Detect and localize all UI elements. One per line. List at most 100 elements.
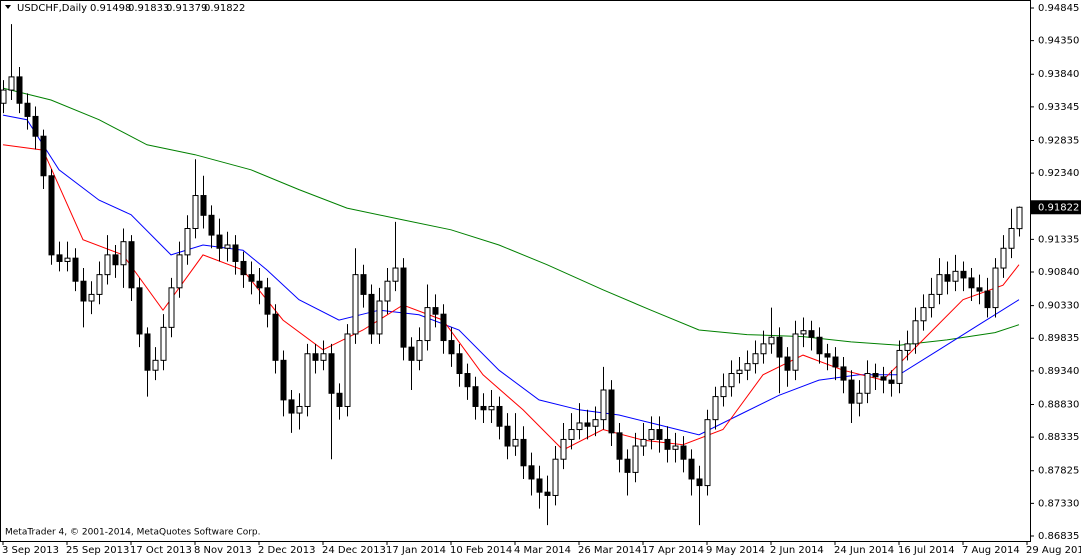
candle-body-up xyxy=(552,458,559,496)
candle-body-down xyxy=(360,274,367,295)
candle-body-up xyxy=(920,307,927,322)
candle-body-down xyxy=(616,432,623,460)
x-tick-label: 3 Sep 2013 xyxy=(2,545,59,556)
candle-body-up xyxy=(168,287,175,328)
y-tick-label: 0.87330 xyxy=(1038,498,1079,509)
candle-body-up xyxy=(0,89,7,104)
candle-body-up xyxy=(96,274,103,295)
candle-body-up xyxy=(304,353,311,407)
candle-body-down xyxy=(464,373,471,388)
candle-body-down xyxy=(80,280,87,302)
candle-body-down xyxy=(368,293,375,335)
candle-body-down xyxy=(136,287,143,335)
candle-body-down xyxy=(128,241,135,289)
candle-body-up xyxy=(992,267,999,309)
candle-body-up xyxy=(896,349,903,384)
candle-body-up xyxy=(600,389,607,421)
candle-body-down xyxy=(544,491,551,496)
candle-body-down xyxy=(504,425,511,447)
x-tick-label: 26 Mar 2014 xyxy=(578,545,641,556)
candle-body-up xyxy=(632,445,639,473)
y-tick-label: 0.86835 xyxy=(1038,531,1079,542)
candle-body-down xyxy=(960,270,967,279)
candle-body-up xyxy=(8,76,15,91)
y-tick-label: 0.91335 xyxy=(1038,234,1079,245)
candle-body-up xyxy=(928,293,935,309)
candle-body-up xyxy=(952,270,959,282)
candle-body-down xyxy=(688,458,695,480)
candle-body-down xyxy=(528,465,535,480)
candle-body-up xyxy=(376,300,383,335)
candle-body-down xyxy=(624,458,631,473)
candle-body-up xyxy=(720,386,727,398)
candle-body-down xyxy=(888,379,895,384)
x-tick-label: 2 Dec 2013 xyxy=(258,545,316,556)
candle-body-down xyxy=(208,214,215,236)
candle-body-down xyxy=(848,379,855,404)
candle-body-down xyxy=(440,313,447,342)
x-tick-label: 10 Feb 2014 xyxy=(450,545,512,556)
x-tick-label: 25 Sep 2013 xyxy=(66,545,129,556)
candle-body-down xyxy=(72,257,79,282)
candle-body-up xyxy=(568,429,575,440)
y-tick-label: 0.90840 xyxy=(1038,267,1079,278)
candle-body-down xyxy=(56,254,63,262)
candle-body-down xyxy=(480,405,487,411)
candle-body-down xyxy=(832,356,839,368)
candle-body-up xyxy=(224,244,231,249)
candle-body-down xyxy=(112,254,119,266)
candle-body-up xyxy=(728,373,735,388)
candle-body-up xyxy=(744,363,751,371)
price-marker xyxy=(1031,200,1081,215)
y-tick-label: 0.88830 xyxy=(1038,399,1079,410)
candle-body-down xyxy=(144,333,151,371)
candle-body-down xyxy=(16,76,23,104)
candle-body-up xyxy=(560,438,567,460)
y-tick-label: 0.93840 xyxy=(1038,69,1079,80)
y-tick-label: 0.92340 xyxy=(1038,168,1079,179)
ohlc-open: 0.91498 xyxy=(90,3,131,14)
candle-body-up xyxy=(120,241,127,266)
menu-arrow xyxy=(5,5,11,9)
candle-body-down xyxy=(808,330,815,338)
candle-body-down xyxy=(976,287,983,292)
candle-body-down xyxy=(496,405,503,427)
candle-body-up xyxy=(592,419,599,427)
candle-body-up xyxy=(88,293,95,302)
candle-body-down xyxy=(776,336,783,358)
candle-body-up xyxy=(640,438,647,447)
x-tick-label: 2 Jun 2014 xyxy=(770,545,824,556)
ohlc-high: 0.91833 xyxy=(128,3,169,14)
y-tick-label: 0.88335 xyxy=(1038,432,1079,443)
candle-body-up xyxy=(768,336,775,345)
candle-body-down xyxy=(32,115,39,137)
candle-body-up xyxy=(792,333,799,371)
candle-body-up xyxy=(392,267,399,282)
candle-body-down xyxy=(256,280,263,289)
candle-body-down xyxy=(840,366,847,381)
candle-body-down xyxy=(816,336,823,355)
candle-body-up xyxy=(704,419,711,487)
candle-body-up xyxy=(320,353,327,361)
candle-body-down xyxy=(944,274,951,282)
x-tick-label: 7 Aug 2014 xyxy=(962,545,1020,556)
candle-body-up xyxy=(64,257,71,262)
y-tick-label: 0.93345 xyxy=(1038,102,1079,113)
candle-body-down xyxy=(272,313,279,361)
y-tick-label: 0.89340 xyxy=(1038,366,1079,377)
plot-frame xyxy=(0,0,1031,542)
candle-body-up xyxy=(904,343,911,351)
candle-body-up xyxy=(936,274,943,295)
candle-body-down xyxy=(472,386,479,407)
candle-body-up xyxy=(488,405,495,411)
y-tick-label: 0.90330 xyxy=(1038,301,1079,312)
candle-body-up xyxy=(416,340,423,361)
candle-body-down xyxy=(312,353,319,361)
candle-body-up xyxy=(104,254,111,276)
candle-body-down xyxy=(280,359,287,401)
candle-body-up xyxy=(712,396,719,421)
candle-body-down xyxy=(432,307,439,315)
candle-body-down xyxy=(784,356,791,371)
candle-body-up xyxy=(384,280,391,302)
candle-body-down xyxy=(520,438,527,467)
